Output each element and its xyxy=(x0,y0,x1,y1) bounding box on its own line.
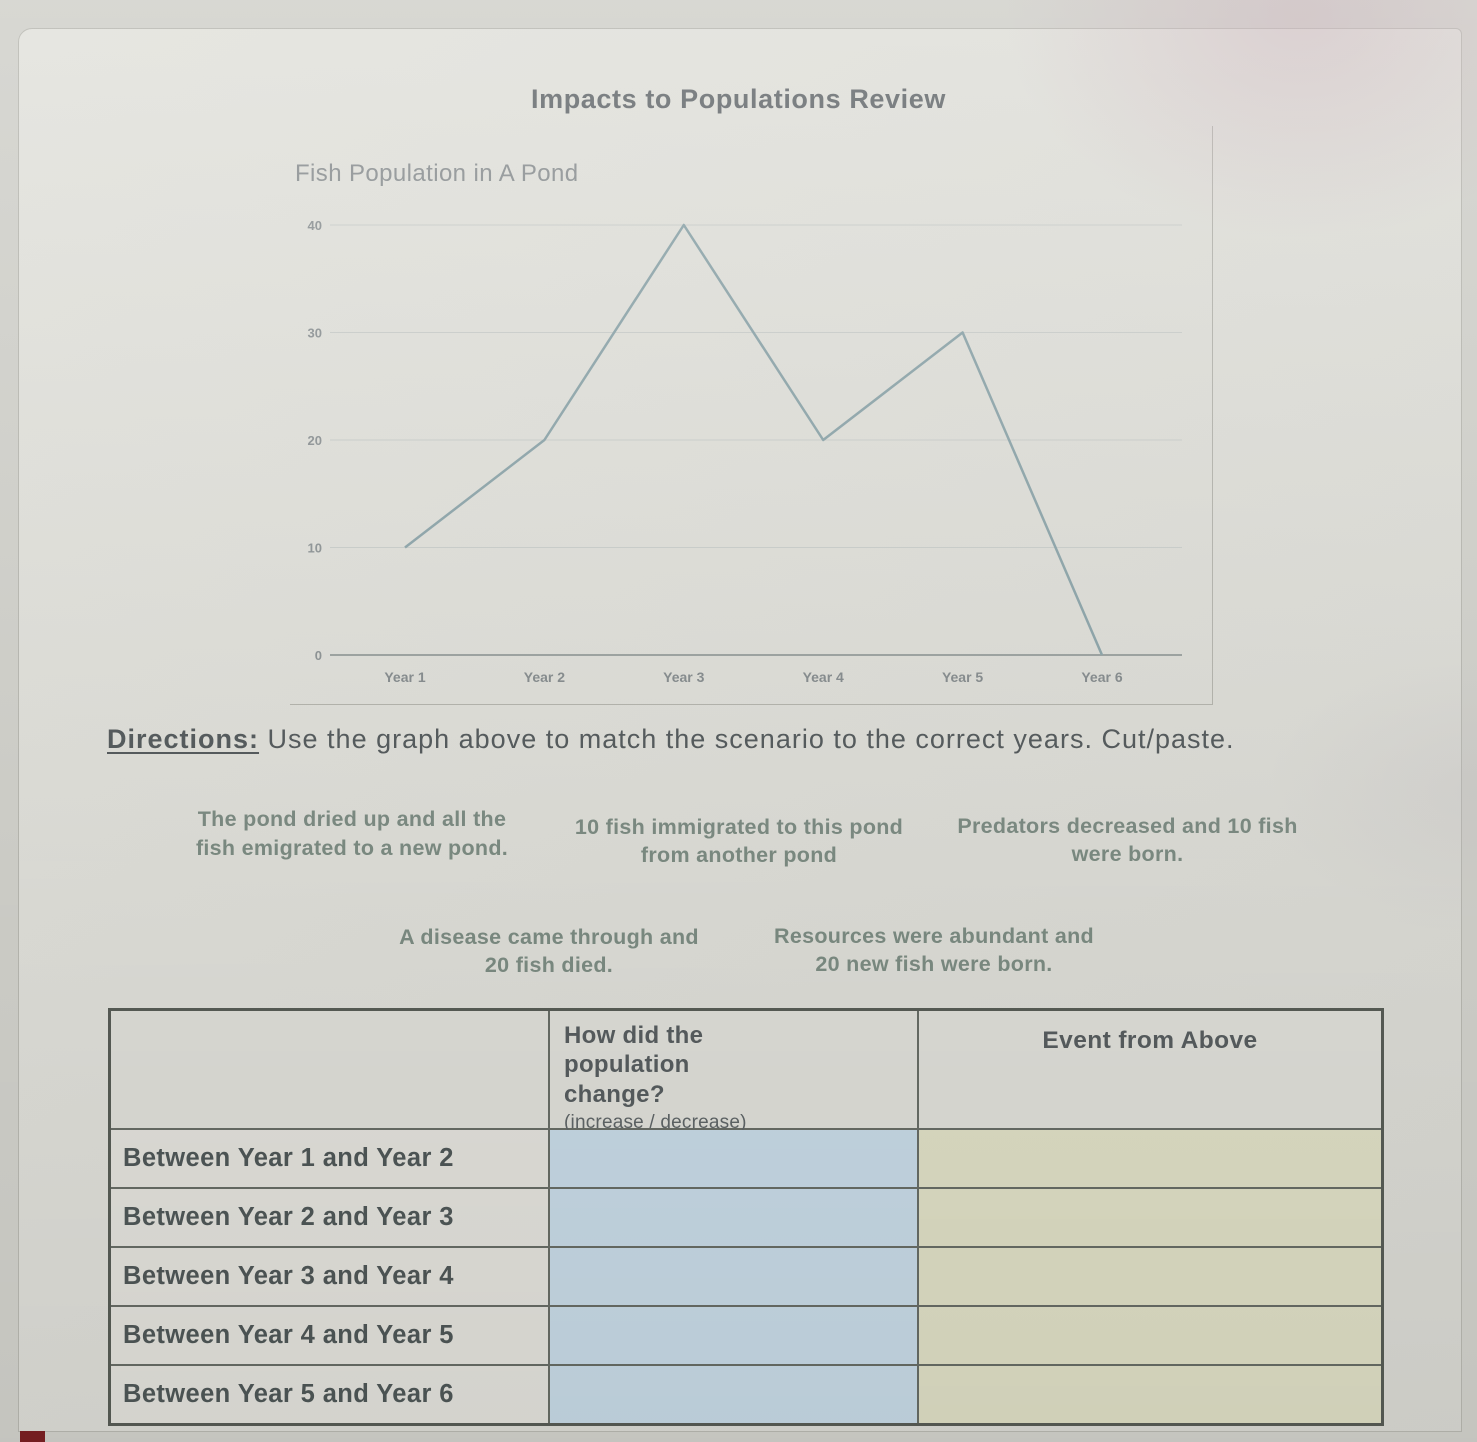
matching-table: How did the population change? (increase… xyxy=(108,1008,1384,1426)
table-header-change-title: How did the population change? xyxy=(564,1022,704,1108)
scenario-card-text: Resources were abundant and 20 new fish … xyxy=(774,923,1094,976)
directions-text: Use the graph above to match the scenari… xyxy=(259,724,1235,754)
scenario-card-pond-dried[interactable]: The pond dried up and all the fish emigr… xyxy=(168,777,536,890)
scenario-card-text: A disease came through and 20 fish died. xyxy=(399,924,699,977)
y-tick-label: 10 xyxy=(308,541,322,556)
directions: Directions: Use the graph above to match… xyxy=(107,724,1427,755)
x-tick-label: Year 1 xyxy=(384,669,425,685)
scenario-card-text: 10 fish immigrated to this pond from ano… xyxy=(574,814,904,867)
table-header-change: How did the population change? (increase… xyxy=(550,1011,917,1133)
photo-artifact-mark xyxy=(20,1431,45,1442)
answer-cell-event-year2-3[interactable] xyxy=(919,1189,1381,1246)
fish-population-chart: Fish Population in A Pond 0 10 20 30 40 Year … xyxy=(290,126,1213,705)
scenario-card-resources[interactable]: Resources were abundant and 20 new fish … xyxy=(747,904,1121,996)
table-header-event: Event from Above xyxy=(919,1011,1381,1128)
table-header-empty xyxy=(111,1011,548,1128)
answer-cell-event-year3-4[interactable] xyxy=(919,1248,1381,1305)
scenario-card-text: The pond dried up and all the fish emigr… xyxy=(195,807,509,860)
x-tick-label: Year 6 xyxy=(1081,669,1122,685)
scenario-card-text: Predators decreased and 10 fish were bor… xyxy=(957,813,1298,866)
row-label-year2-3: Between Year 2 and Year 3 xyxy=(111,1189,548,1246)
population-line xyxy=(404,223,1104,656)
answer-cell-change-year5-6[interactable] xyxy=(550,1366,917,1423)
x-tick-label: Year 5 xyxy=(942,669,983,685)
answer-cell-change-year3-4[interactable] xyxy=(550,1248,917,1305)
chart-title: Fish Population in A Pond xyxy=(295,160,579,187)
row-label-year4-5: Between Year 4 and Year 5 xyxy=(111,1307,548,1364)
y-tick-label: 30 xyxy=(308,326,322,341)
y-tick-label: 20 xyxy=(308,433,322,448)
answer-cell-event-year4-5[interactable] xyxy=(919,1307,1381,1364)
answer-cell-event-year1-2[interactable] xyxy=(919,1130,1381,1187)
row-label-year3-4: Between Year 3 and Year 4 xyxy=(111,1248,548,1305)
x-tick-label: Year 4 xyxy=(803,669,844,685)
scenario-card-immigrated[interactable]: 10 fish immigrated to this pond from ano… xyxy=(553,796,925,886)
row-label-year5-6: Between Year 5 and Year 6 xyxy=(111,1366,548,1423)
scenario-card-disease[interactable]: A disease came through and 20 fish died. xyxy=(360,904,738,998)
answer-cell-change-year1-2[interactable] xyxy=(550,1130,917,1187)
answer-cell-event-year5-6[interactable] xyxy=(919,1366,1381,1423)
x-tick-label: Year 3 xyxy=(663,669,704,685)
table-header-change-subtitle: (increase / decrease) xyxy=(564,1111,747,1133)
page-title: Impacts to Populations Review xyxy=(531,84,946,114)
answer-cell-change-year2-3[interactable] xyxy=(550,1189,917,1246)
y-tick-label: 40 xyxy=(308,218,322,233)
scenario-card-predators[interactable]: Predators decreased and 10 fish were bor… xyxy=(935,794,1320,886)
y-tick-label: 0 xyxy=(315,648,322,663)
answer-cell-change-year4-5[interactable] xyxy=(550,1307,917,1364)
directions-label: Directions: xyxy=(107,724,260,754)
x-tick-label: Year 2 xyxy=(524,669,565,685)
chart-plot-area: 0 10 20 30 40 Year 1 Year 2 Year 3 Year 4 Year 5 Y… xyxy=(308,218,1182,685)
row-label-year1-2: Between Year 1 and Year 2 xyxy=(111,1130,548,1187)
